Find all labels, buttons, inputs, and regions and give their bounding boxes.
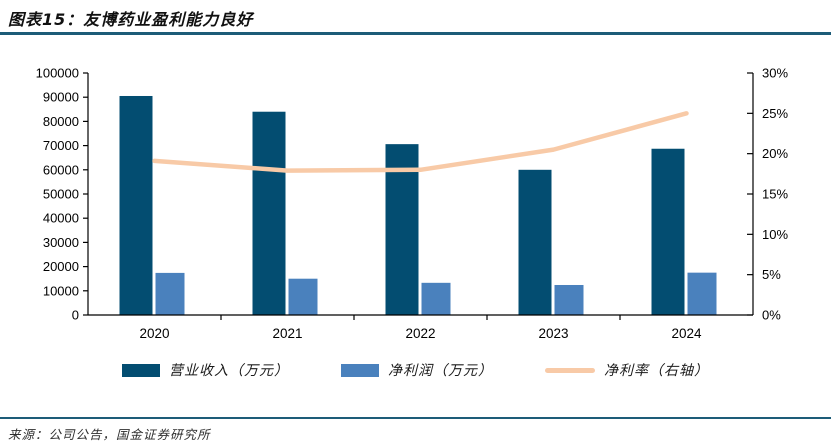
svg-text:25%: 25%	[762, 106, 788, 121]
svg-text:20000: 20000	[43, 259, 79, 274]
profit-bar-swatch-icon	[341, 363, 379, 377]
svg-text:0: 0	[72, 308, 79, 323]
svg-text:5%: 5%	[762, 267, 781, 282]
figure-title: 图表15：友博药业盈利能力良好	[8, 10, 254, 29]
svg-text:80000: 80000	[43, 114, 79, 129]
legend-item-margin: 净利率（右轴）	[545, 360, 709, 380]
chart-area: 0 10000 20000 30000 40000 50000 60000 70000 8000…	[0, 60, 831, 355]
svg-text:40000: 40000	[43, 211, 79, 226]
source-note: 来源：公司公告，国金证券研究所	[8, 427, 211, 442]
svg-text:2023: 2023	[538, 326, 568, 341]
svg-text:2020: 2020	[139, 326, 169, 341]
svg-text:50000: 50000	[43, 187, 79, 202]
svg-text:90000: 90000	[43, 90, 79, 105]
svg-text:0%: 0%	[762, 308, 781, 323]
svg-text:2024: 2024	[671, 326, 702, 341]
svg-text:2021: 2021	[272, 326, 302, 341]
margin-line-swatch-icon	[545, 367, 595, 373]
chart-legend: 营业收入（万元） 净利润（万元） 净利率（右轴）	[0, 356, 831, 384]
svg-text:2022: 2022	[405, 326, 435, 341]
title-divider	[0, 32, 831, 35]
svg-text:60000: 60000	[43, 162, 79, 177]
svg-text:70000: 70000	[43, 138, 79, 153]
svg-text:10000: 10000	[43, 283, 79, 298]
svg-text:15%: 15%	[762, 187, 788, 202]
combo-chart: 0 10000 20000 30000 40000 50000 60000 70000 8000…	[36, 66, 789, 342]
svg-text:10%: 10%	[762, 227, 788, 242]
footer-divider	[0, 417, 831, 419]
legend-label-revenue: 营业收入（万元）	[169, 363, 289, 379]
svg-text:20%: 20%	[762, 146, 788, 161]
legend-label-profit: 净利润（万元）	[388, 363, 493, 379]
legend-label-margin: 净利率（右轴）	[604, 363, 709, 379]
legend-item-revenue: 营业收入（万元）	[122, 360, 289, 380]
svg-text:30000: 30000	[43, 235, 79, 250]
svg-text:100000: 100000	[36, 66, 79, 81]
revenue-bar-swatch-icon	[122, 363, 160, 377]
svg-text:30%: 30%	[762, 66, 788, 81]
legend-item-profit: 净利润（万元）	[341, 360, 493, 380]
